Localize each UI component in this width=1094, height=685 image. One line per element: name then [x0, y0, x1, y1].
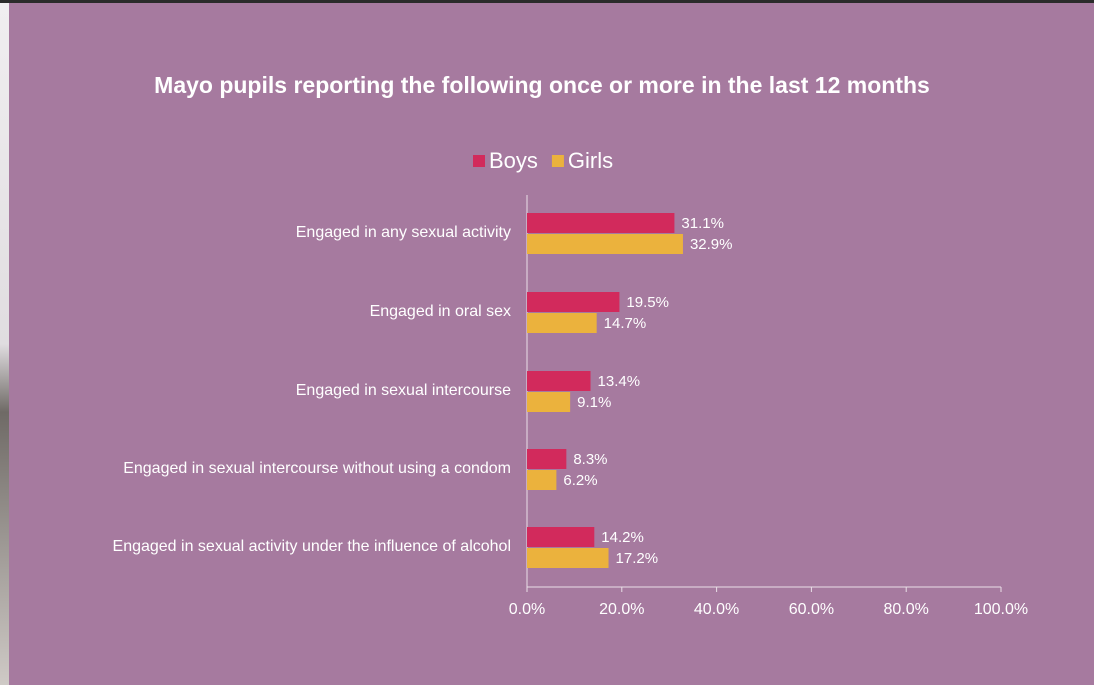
bar	[527, 548, 609, 568]
value-label: 19.5%	[626, 294, 669, 311]
value-label: 32.9%	[690, 236, 733, 253]
bar	[527, 292, 620, 312]
category-label: Engaged in sexual intercourse	[31, 380, 511, 402]
value-label: 31.1%	[681, 215, 724, 232]
value-label: 17.2%	[616, 550, 659, 567]
category-text: Engaged in any sexual activity	[295, 224, 511, 241]
value-label: 8.3%	[573, 451, 607, 468]
x-tick-label: 60.0%	[789, 601, 834, 618]
category-label: Engaged in sexual intercourse without us…	[31, 458, 511, 480]
bar	[527, 213, 675, 233]
bar	[527, 313, 597, 333]
top-border	[0, 0, 1094, 3]
category-label: Engaged in oral sex	[31, 301, 511, 323]
category-text: Engaged in sexual intercourse without us…	[123, 460, 511, 477]
bar	[527, 449, 567, 469]
bar	[527, 527, 595, 547]
category-text: Engaged in sexual intercourse	[295, 382, 511, 399]
category-label: Engaged in sexual activity under the inf…	[31, 536, 511, 558]
bar	[527, 392, 571, 412]
x-tick-label: 20.0%	[599, 601, 644, 618]
background-strip	[0, 3, 9, 685]
category-label: Engaged in any sexual activity	[31, 222, 511, 244]
category-text: Engaged in sexual activity under the inf…	[112, 538, 511, 555]
value-label: 14.2%	[601, 529, 644, 546]
bar	[527, 470, 557, 490]
chart-title: Mayo pupils reporting the following once…	[154, 72, 930, 98]
legend-label: Boys	[489, 148, 538, 173]
x-tick-label: 0.0%	[509, 601, 545, 618]
x-tick-label: 80.0%	[884, 601, 929, 618]
category-text: Engaged in oral sex	[369, 303, 511, 320]
value-label: 14.7%	[604, 315, 647, 332]
bar	[527, 371, 591, 391]
value-label: 13.4%	[598, 373, 641, 390]
legend-swatch	[551, 155, 564, 167]
legend-label: Girls	[568, 148, 613, 173]
value-label: 9.1%	[577, 394, 611, 411]
x-tick-label: 40.0%	[694, 601, 739, 618]
x-tick-label: 100.0%	[974, 601, 1028, 618]
legend-swatch	[473, 155, 485, 167]
value-label: 6.2%	[563, 472, 597, 489]
bar	[527, 234, 683, 254]
